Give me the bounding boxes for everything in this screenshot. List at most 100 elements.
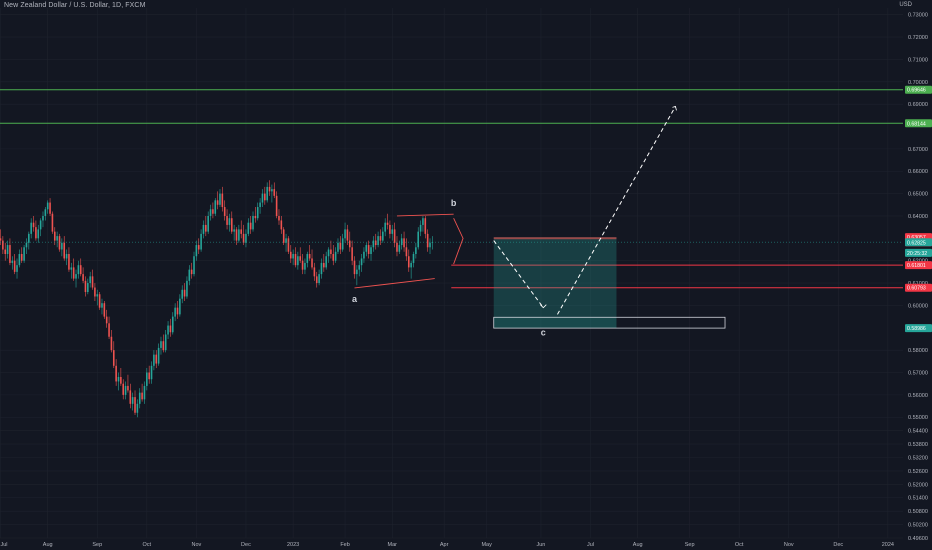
candle-body [94, 287, 96, 297]
candle-body [56, 236, 58, 241]
x-tick-label: Mar [388, 542, 398, 548]
x-tick-label: Dec [241, 542, 251, 548]
candle-body [190, 269, 193, 275]
candle-body [4, 249, 7, 254]
candle-body [320, 262, 323, 275]
candle-body [223, 207, 226, 216]
candle-body [346, 229, 349, 241]
candle-body [396, 242, 398, 252]
candle-body [84, 280, 87, 293]
candle-body [235, 229, 238, 241]
wedge-upper-line [396, 213, 454, 217]
candle-body [117, 376, 120, 382]
candle-body [63, 242, 66, 259]
candle-body [77, 265, 80, 275]
y-tick-label: 0.72000 [908, 35, 928, 41]
candle-body [429, 242, 431, 248]
y-tick-label: 0.56000 [908, 393, 928, 399]
candle-body [261, 193, 264, 203]
wedge-lower-line [354, 278, 435, 289]
candle-body [351, 247, 353, 261]
candle-body [417, 231, 420, 248]
candle-body [134, 397, 136, 413]
candle-body [136, 403, 139, 413]
candle-body [268, 186, 271, 192]
wave-label-b: b [451, 198, 457, 208]
y-tick-label: 0.58000 [908, 348, 928, 354]
candle-body [315, 276, 318, 284]
drawings [0, 89, 903, 329]
x-tick-label: Nov [784, 542, 794, 548]
x-tick-label: Jul [1, 542, 8, 548]
candle-body [242, 233, 245, 243]
candle-body [167, 325, 169, 335]
candle-body [51, 213, 54, 232]
candle-body [294, 253, 297, 266]
candle-body [61, 242, 63, 250]
candle-body [58, 236, 61, 250]
x-tick-label: Oct [735, 542, 744, 548]
target-zone-top [493, 237, 617, 240]
candle-body [226, 215, 228, 225]
candle-body [386, 222, 389, 225]
y-tick-label: 0.60000 [908, 303, 928, 309]
candle-body [120, 376, 122, 384]
wave-label-c: c [541, 328, 546, 338]
candle-body [379, 236, 382, 241]
candle-body [393, 229, 396, 243]
price-tag-label: 0.58986 [907, 326, 926, 332]
candle-body [308, 253, 311, 259]
price-tag-label: 0.61801 [907, 263, 926, 269]
wave-labels: a b c [352, 198, 546, 338]
candle-body [422, 218, 424, 225]
candle-body [405, 247, 408, 257]
x-tick-label: Jul [587, 542, 594, 548]
candle-body [87, 283, 89, 293]
y-tick-label: 0.53200 [908, 455, 928, 461]
projection-up-path [557, 106, 676, 315]
y-tick-label: 0.67000 [908, 147, 928, 153]
candle-body [391, 229, 394, 234]
candle-body [332, 253, 335, 261]
candle-body [193, 256, 195, 275]
candle-body [160, 341, 162, 348]
price-tag-label: 0.62825 [907, 240, 926, 246]
candle-body [259, 202, 261, 208]
x-tick-label: Oct [143, 542, 152, 548]
candle-body [171, 316, 174, 333]
candles [0, 180, 434, 418]
x-tick-label: 2023 [287, 542, 299, 548]
candle-body [129, 390, 132, 404]
candle-body [353, 260, 356, 275]
candle-body [415, 247, 417, 254]
candle-body [209, 209, 212, 216]
candle-body [169, 325, 172, 333]
candle-body [382, 231, 384, 241]
y-tick-label: 0.54400 [908, 429, 928, 435]
y-tick-label: 0.51400 [908, 496, 928, 502]
candle-body [233, 229, 235, 232]
candle-body [72, 267, 75, 279]
x-tick-label: Sep [685, 542, 695, 548]
candle-body [334, 251, 337, 261]
candle-body [266, 186, 268, 201]
candle-body [124, 385, 127, 395]
y-tick-label: 0.55000 [908, 415, 928, 421]
candle-body [297, 256, 299, 266]
candle-body [42, 215, 44, 221]
candle-body [162, 341, 165, 351]
candle-body [285, 238, 287, 243]
y-tick-label: 0.52600 [908, 469, 928, 475]
wedge-apex-line [453, 218, 464, 265]
candle-body [20, 253, 23, 261]
x-tick-label: Nov [191, 542, 201, 548]
y-tick-label: 0.50200 [908, 523, 928, 529]
price-tag-label: 20:25:32 [907, 251, 927, 257]
candle-body [138, 392, 141, 404]
candle-body [39, 220, 42, 230]
candle-body [424, 218, 427, 234]
candle-body [105, 316, 108, 324]
candle-body [28, 233, 30, 243]
candle-body [419, 224, 422, 232]
